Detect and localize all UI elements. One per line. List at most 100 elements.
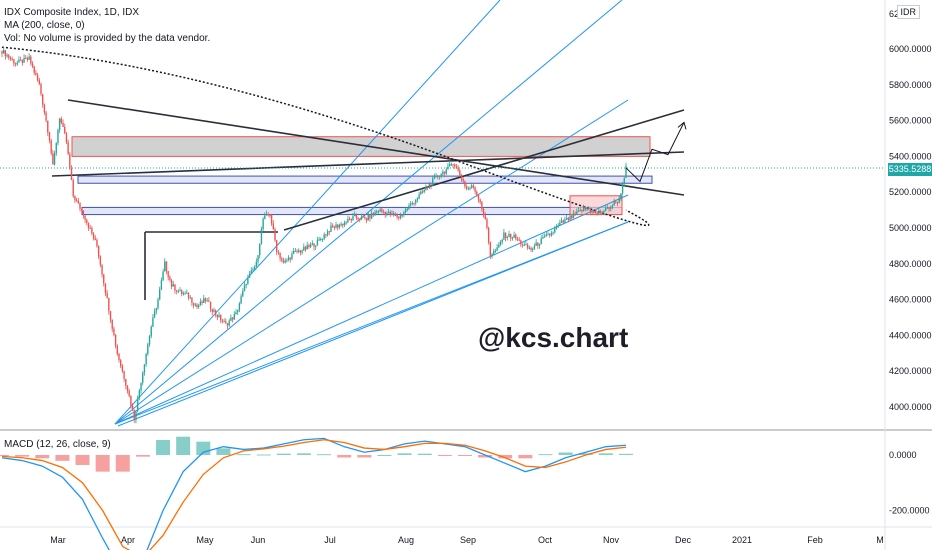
candle-body [455, 166, 458, 168]
candle-body [364, 216, 366, 219]
candle-body [498, 244, 500, 248]
candle-body [325, 234, 327, 236]
candle-body [87, 222, 90, 228]
candle-body [177, 291, 180, 293]
candle-body [28, 56, 30, 60]
candle-body [298, 250, 300, 252]
candle-body [398, 217, 400, 219]
candle-body [555, 226, 558, 229]
candle-body [203, 298, 205, 303]
candle-body [462, 179, 464, 182]
candle-body [33, 66, 35, 73]
candle-body [270, 215, 273, 224]
candle-body [40, 83, 42, 95]
candle-body [36, 74, 39, 81]
macd-hist-bar [357, 455, 372, 458]
support-trendline [117, 221, 629, 427]
candle-body [58, 118, 61, 130]
candle-body [211, 308, 213, 312]
candle-body [381, 209, 383, 212]
candle-body [365, 218, 368, 221]
candle-body [496, 247, 498, 251]
candle-body [348, 218, 351, 220]
candle-body [591, 211, 593, 213]
candle-body [245, 283, 247, 286]
price-tick-label: 4400.0000 [889, 330, 932, 340]
candle-body [162, 271, 164, 281]
candle-body [437, 175, 439, 177]
candle-body [274, 229, 276, 241]
candle-body [38, 80, 41, 84]
macd-hist-bar [156, 440, 171, 455]
macd-hist-bar [619, 453, 633, 455]
candle-body [201, 301, 203, 303]
candle-body [440, 174, 442, 176]
candle-body [409, 203, 412, 206]
candle-body [443, 171, 446, 174]
macd-tick-label: 0.0000 [889, 450, 917, 460]
candle-body [413, 202, 415, 204]
candle-body [379, 209, 381, 212]
candle-body [282, 260, 285, 263]
candle-body [72, 180, 74, 197]
candle-body [2, 50, 5, 54]
macd-histogram [0, 436, 633, 472]
candle-body [367, 215, 369, 221]
candle-body [416, 198, 419, 201]
candle-body [399, 214, 402, 219]
candle-body [323, 234, 325, 239]
candle-body [601, 212, 603, 214]
candle-body [301, 250, 303, 253]
candle-body [469, 188, 471, 190]
candle-body [284, 260, 286, 263]
candle-body [296, 250, 298, 252]
gray-resistance [71, 136, 651, 157]
currency-badge[interactable]: IDR [896, 5, 920, 19]
candle-body [14, 63, 17, 65]
price-tick-label: 4600.0000 [889, 295, 932, 305]
candle-body [359, 218, 361, 220]
candle-body [70, 168, 73, 181]
candle-body [391, 213, 393, 215]
macd-hist-bar [578, 453, 593, 455]
candle-body [465, 186, 468, 189]
candle-body [401, 214, 403, 216]
candle-body [338, 225, 341, 228]
macd-hist-bar [558, 452, 573, 455]
candle-body [328, 231, 330, 233]
candle-body [252, 269, 254, 271]
blue-zone-lower [81, 206, 623, 216]
candle-body [608, 207, 610, 210]
candle-body [321, 238, 324, 240]
macd-hist-bar [317, 454, 332, 456]
candle-body [350, 219, 353, 221]
candle-body [499, 241, 502, 245]
candle-body [394, 214, 397, 216]
candle-body [4, 50, 7, 57]
candle-body [625, 165, 627, 178]
time-axis: Mar Apr May Jun Jul Aug Sep Oct Nov Dec 2021 Feb M [50, 535, 884, 545]
macd-hist-bar [397, 453, 412, 455]
candle-body [287, 257, 290, 261]
candle-body [550, 232, 553, 236]
candle-body [174, 284, 176, 291]
candle-body [286, 260, 288, 262]
candle-body [213, 310, 215, 312]
last-price-label: 5335.5288 [888, 163, 932, 176]
candle-body [538, 243, 541, 246]
candle-body [574, 213, 576, 215]
candle-body [438, 175, 441, 177]
candle-body [57, 129, 59, 144]
candle-body [218, 315, 220, 318]
candle-body [450, 164, 453, 166]
candle-body [370, 213, 373, 219]
candle-body [55, 143, 57, 154]
candle-body [408, 205, 410, 209]
candle-body [389, 211, 392, 215]
candle-body [384, 211, 386, 215]
candle-body [372, 213, 375, 215]
candle-body [543, 236, 546, 238]
candle-body [153, 311, 156, 318]
